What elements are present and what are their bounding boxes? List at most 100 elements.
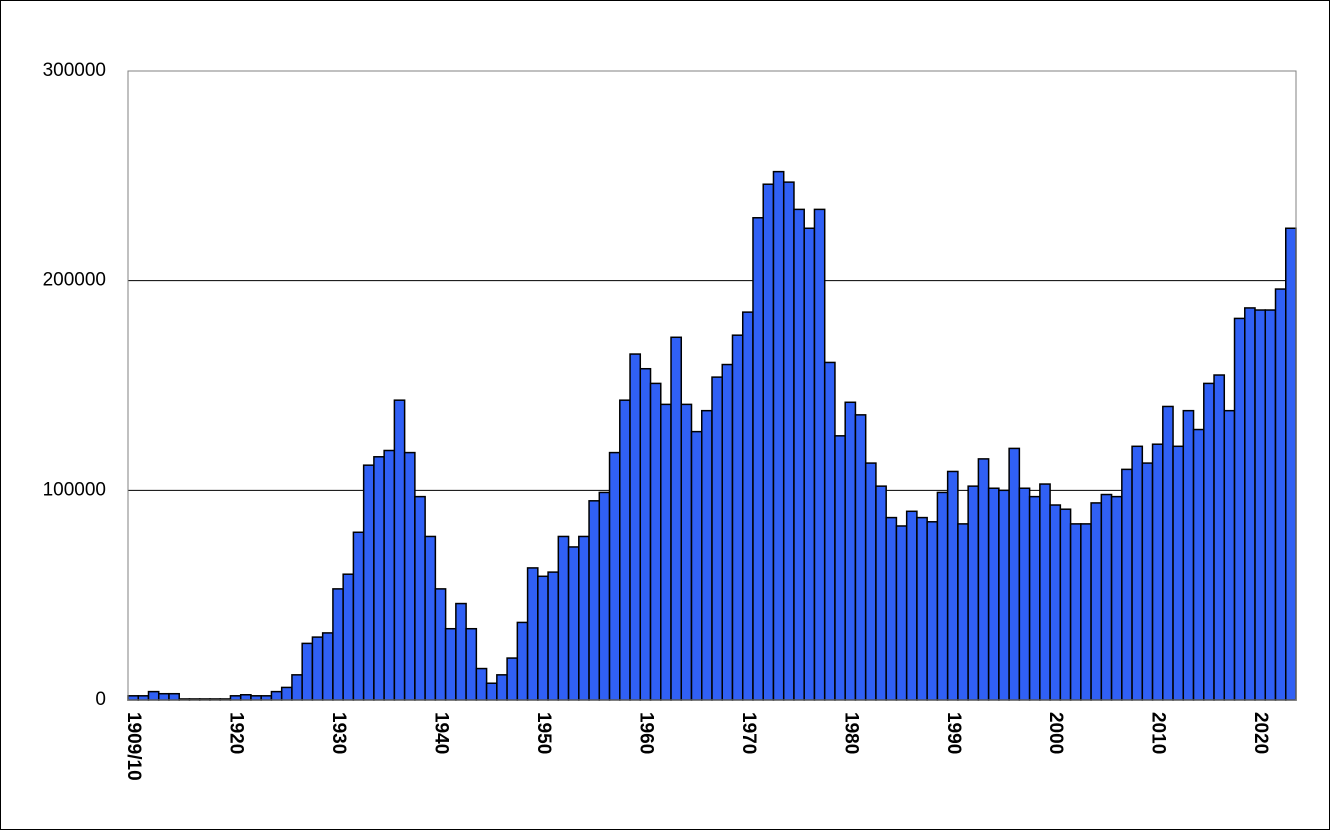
bar [270,690,283,701]
bar [680,403,693,701]
bar [1213,374,1226,701]
x-tick-label: 1909/10 [123,712,144,781]
bar [1254,309,1267,701]
bar [537,575,549,701]
bar [157,692,170,701]
bar [1008,447,1021,701]
bar [1018,487,1031,701]
bar [875,485,887,701]
bar [608,451,621,701]
bar [782,181,795,701]
bar [905,510,918,701]
bar [1080,523,1092,701]
bar [1223,409,1236,701]
bar [393,399,406,701]
bar [660,403,672,701]
bar [516,621,529,701]
bar [383,449,396,701]
bar [1100,493,1113,701]
bar [967,485,980,701]
bar [772,170,785,701]
bar [547,571,560,701]
bar [567,546,580,701]
labels: 0 100000 200000 300000 1909/10 1920 1930 1940 19… [43,60,1272,781]
bar [752,217,764,701]
bar [823,361,836,701]
x-tick-label: 1940 [430,712,451,754]
x-tick-label: 2020 [1250,712,1271,754]
bar [250,695,262,701]
bar [721,363,734,701]
bar [1274,288,1287,701]
bar [1192,428,1205,701]
bar [946,470,959,701]
x-tick-label: 1980 [840,712,861,754]
bar [137,695,150,701]
bar [321,632,334,701]
bar [526,567,539,701]
bar [168,692,180,701]
bar [731,334,744,701]
bars [127,170,1297,701]
bar [936,491,949,701]
bar [639,367,652,701]
bar [1285,227,1297,701]
bar [670,336,683,701]
bar [649,382,662,701]
plot-frame [127,70,1297,701]
bar [485,682,498,701]
bar [352,531,365,701]
x-tick-label: 1960 [635,712,656,754]
bar [629,353,642,701]
bar [1244,307,1256,701]
y-tick-label: 0 [95,689,106,710]
bar [741,311,754,701]
bar [434,588,447,701]
bar [1039,483,1051,701]
x-tick-label: 1950 [533,712,554,754]
bar [619,399,631,701]
bar [834,435,846,701]
bar [762,183,775,701]
bar [926,521,939,701]
bar [998,489,1010,701]
bar [147,690,160,701]
bar [793,208,805,701]
x-tick-label: 1970 [738,712,759,754]
bar [557,535,570,701]
bar [844,401,857,701]
bar [1028,495,1041,701]
x-tick-label: 1920 [226,712,247,754]
bar [864,462,877,701]
bar [701,409,713,701]
bar [403,451,416,701]
bar [854,414,867,701]
bar [1049,504,1062,701]
x-tick-label: 2000 [1045,712,1066,754]
x-tick-label: 1990 [943,712,964,754]
bar [280,686,293,701]
bar [711,376,723,701]
bar [1059,508,1072,701]
bar [373,456,385,701]
bar [1182,409,1195,701]
bar [311,636,324,701]
bar [1121,468,1133,701]
bar [977,458,990,701]
bar [1141,462,1154,701]
bar [229,695,242,701]
bar [362,464,375,701]
bar [1151,443,1164,701]
bar [1131,445,1144,701]
x-tick-label: 1930 [328,712,349,754]
bar [506,657,519,701]
bar [813,208,826,701]
x-tick-label: 2010 [1148,712,1169,754]
bar [414,495,426,701]
bar [987,487,1000,701]
bar [957,523,969,701]
bar [342,573,355,701]
bar [803,227,816,701]
bar [598,491,611,701]
bar [444,627,457,701]
